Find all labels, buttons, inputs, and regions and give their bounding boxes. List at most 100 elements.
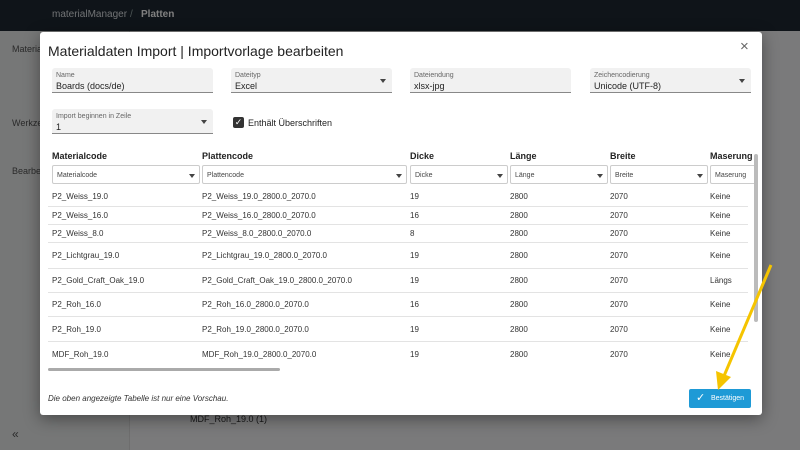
table-cell: 2800 — [510, 211, 528, 220]
table-row: P2_Roh_19.0 P2_Roh_19.0_2800.0_2070.0 19 28… — [48, 317, 748, 342]
table-cell: Keine — [710, 251, 731, 260]
field-label: Zeichencodierung — [594, 72, 650, 79]
table-cell: 2800 — [510, 300, 528, 309]
table-cell: P2_Weiss_16.0 — [52, 211, 108, 220]
note: Die oben angezeigte Tabelle ist nur eine… — [48, 394, 229, 403]
table-cell: P2_Gold_Craft_Oak_19.0_2800.0_2070.0 — [202, 276, 352, 285]
table-row: MDF_Roh_19.0 MDF_Roh_19.0_2800.0_2070.0 19… — [48, 342, 748, 362]
column-header: Materialcode — [52, 151, 108, 161]
table-cell: P2_Gold_Craft_Oak_19.0 — [52, 276, 145, 285]
table-cell: 19 — [410, 276, 419, 285]
table-cell: Keine — [710, 350, 731, 359]
table-cell: 2800 — [510, 229, 528, 238]
dropdown-caret — [497, 174, 503, 178]
column-filter[interactable]: Breite — [610, 165, 708, 184]
table-cell: P2_Lichtgrau_19.0 — [52, 251, 120, 260]
field-value: xlsx-jpg — [414, 81, 445, 91]
table-cell: P2_Weiss_16.0_2800.0_2070.0 — [202, 211, 316, 220]
table-cell: P2_Roh_16.0_2800.0_2070.0 — [202, 300, 309, 309]
table-cell: Keine — [710, 229, 731, 238]
field-label: Dateiendung — [414, 72, 454, 79]
filter-label: Breite — [615, 172, 634, 179]
column-filter[interactable]: Dicke — [410, 165, 508, 184]
table-cell: P2_Weiss_8.0_2800.0_2070.0 — [202, 229, 312, 238]
dropdown-caret — [697, 174, 703, 178]
arrow-line — [722, 264, 773, 377]
dropdown-caret — [597, 174, 603, 178]
table-cell: 19 — [410, 350, 419, 359]
confirm-button[interactable]: ✓ Bestätigen — [689, 389, 751, 408]
horizontal-scrollbar[interactable] — [48, 368, 280, 371]
table-cell: 2070 — [610, 324, 628, 334]
table-cell: 2070 — [610, 300, 628, 309]
filter-label: Dicke — [415, 172, 433, 179]
column-filter[interactable]: Maserung — [710, 165, 758, 184]
column-header: Maserung — [710, 151, 753, 161]
table-row: P2_Roh_16.0 P2_Roh_16.0_2800.0_2070.0 16 28… — [48, 293, 748, 317]
table-cell: Längs — [710, 276, 732, 285]
table-cell: 19 — [410, 192, 419, 201]
form-field[interactable]: Import beginnen in Zeile 1 — [52, 109, 213, 134]
table-row: P2_Gold_Craft_Oak_19.0 P2_Gold_Craft_Oak_… — [48, 269, 748, 293]
table-cell: 2070 — [610, 211, 628, 220]
table-cell: 16 — [410, 211, 419, 220]
field-label: Dateityp — [235, 72, 261, 79]
field-value: Excel — [235, 81, 258, 91]
table-cell: P2_Roh_16.0 — [52, 300, 101, 309]
form-field[interactable]: Dateiendung xlsx-jpg — [410, 68, 571, 93]
table: Materialcode Materialcode Plattencode Platt… — [48, 146, 758, 362]
table-cell: P2_Lichtgrau_19.0_2800.0_2070.0 — [202, 251, 327, 260]
dialog: Materialdaten Import | Importvorlage bea… — [40, 32, 762, 415]
table-cell: 2070 — [610, 276, 628, 285]
column-header: Dicke — [410, 151, 435, 161]
table-row: P2_Lichtgrau_19.0 P2_Lichtgrau_19.0_2800.… — [48, 243, 748, 269]
column-filter[interactable]: Plattencode — [202, 165, 407, 184]
dropdown-caret — [201, 120, 207, 124]
table-cell: P2_Roh_19.0_2800.0_2070.0 — [202, 324, 309, 334]
dialog-title: Materialdaten Import | Importvorlage bea… — [48, 43, 344, 59]
table-cell: Keine — [710, 324, 731, 334]
form-field[interactable]: Zeichencodierung Unicode (UTF-8) — [590, 68, 751, 93]
table-cell: P2_Weiss_19.0_2800.0_2070.0 — [202, 192, 316, 201]
checkbox[interactable]: ✓ — [233, 117, 244, 128]
field-value: Unicode (UTF-8) — [594, 81, 662, 91]
table-cell: Keine — [710, 300, 731, 309]
arrow-head — [716, 371, 731, 390]
column-header: Länge — [510, 151, 537, 161]
table-row: P2_Weiss_19.0 P2_Weiss_19.0_2800.0_2070.0… — [48, 187, 748, 207]
table-cell: 2070 — [610, 251, 628, 260]
vertical-scrollbar[interactable] — [754, 154, 758, 322]
column-filter[interactable]: Materialcode — [52, 165, 200, 184]
table-cell: 2800 — [510, 251, 528, 260]
confirm-label: Bestätigen — [711, 395, 745, 402]
table-cell: 2070 — [610, 229, 628, 238]
filter-label: Materialcode — [57, 172, 98, 179]
table-cell: P2_Roh_19.0 — [52, 324, 101, 334]
field-value: 1 — [56, 122, 62, 132]
table-cell: 2800 — [510, 324, 528, 334]
table-cell: 2070 — [610, 350, 628, 359]
dropdown-caret — [189, 174, 195, 178]
table-cell: Keine — [710, 192, 731, 201]
table-cell: 2800 — [510, 350, 528, 359]
column-header: Plattencode — [202, 151, 254, 161]
table-cell: Keine — [710, 211, 731, 220]
dropdown-caret — [739, 79, 745, 83]
table-cell: 8 — [410, 229, 415, 238]
table-row: P2_Weiss_8.0 P2_Weiss_8.0_2800.0_2070.0 8 2… — [48, 225, 748, 243]
table-cell: P2_Weiss_19.0 — [52, 192, 108, 201]
table-cell: 2800 — [510, 276, 528, 285]
filter-label: Plattencode — [207, 172, 244, 179]
form-field[interactable]: Dateityp Excel — [231, 68, 392, 93]
table-cell: P2_Weiss_8.0 — [52, 229, 104, 238]
filter-label: Maserung — [715, 172, 747, 179]
column-header: Breite — [610, 151, 636, 161]
table-cell: MDF_Roh_19.0_2800.0_2070.0 — [202, 350, 317, 359]
form-field[interactable]: Name Boards (docs/de) — [52, 68, 213, 93]
dropdown-caret — [380, 79, 386, 83]
close-button[interactable]: × — [740, 38, 749, 55]
column-filter[interactable]: Länge — [510, 165, 608, 184]
table-cell: 19 — [410, 324, 419, 334]
table-cell: 19 — [410, 251, 419, 260]
